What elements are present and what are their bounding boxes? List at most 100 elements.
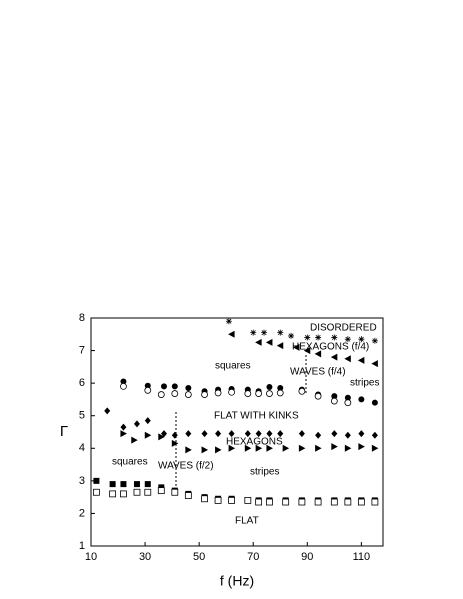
point bbox=[371, 444, 379, 452]
point bbox=[315, 334, 322, 341]
point bbox=[266, 444, 273, 452]
annotation: squares bbox=[215, 361, 251, 372]
point bbox=[171, 383, 178, 390]
point bbox=[228, 430, 235, 438]
point bbox=[358, 443, 365, 451]
point bbox=[304, 334, 311, 341]
point bbox=[344, 336, 351, 343]
point bbox=[358, 336, 365, 343]
point bbox=[315, 431, 322, 439]
point bbox=[255, 390, 263, 397]
point bbox=[201, 495, 208, 503]
point bbox=[298, 444, 306, 452]
point bbox=[228, 330, 235, 338]
y-tick-label: 1 bbox=[79, 540, 85, 552]
point bbox=[277, 329, 284, 336]
point bbox=[266, 390, 273, 397]
point bbox=[215, 430, 222, 438]
x-tick-label: 70 bbox=[247, 551, 259, 563]
annotation: stripes bbox=[350, 378, 379, 389]
point bbox=[120, 481, 127, 488]
point bbox=[255, 338, 262, 346]
point bbox=[214, 496, 222, 504]
point bbox=[282, 444, 290, 452]
point bbox=[214, 389, 222, 397]
point bbox=[282, 498, 290, 506]
point bbox=[265, 338, 273, 346]
point bbox=[120, 423, 127, 431]
point bbox=[144, 382, 151, 389]
plot-frame bbox=[90, 317, 384, 547]
point bbox=[158, 433, 165, 441]
point bbox=[228, 388, 235, 396]
point bbox=[250, 329, 257, 336]
annotation: stripes bbox=[250, 467, 279, 478]
point bbox=[133, 420, 140, 428]
point bbox=[357, 498, 365, 506]
point bbox=[255, 444, 263, 452]
point bbox=[344, 394, 351, 401]
point bbox=[344, 355, 351, 363]
y-axis-label: Γ bbox=[60, 423, 68, 440]
x-tick-label: 30 bbox=[139, 551, 151, 563]
point bbox=[104, 407, 111, 415]
point bbox=[344, 444, 352, 452]
y-tick-label: 5 bbox=[79, 410, 85, 422]
point bbox=[185, 430, 192, 438]
y-tick-label: 7 bbox=[79, 344, 85, 356]
y-tick-label: 2 bbox=[79, 507, 85, 519]
y-tick-label: 6 bbox=[79, 377, 85, 389]
point bbox=[344, 399, 352, 407]
point bbox=[225, 318, 232, 325]
point bbox=[185, 446, 192, 454]
point bbox=[303, 347, 311, 355]
annotation: WAVES (f/4) bbox=[290, 367, 346, 378]
point bbox=[358, 430, 365, 438]
point bbox=[171, 431, 178, 439]
point bbox=[344, 431, 351, 439]
x-tick-label: 90 bbox=[301, 551, 313, 563]
point bbox=[344, 498, 352, 506]
point bbox=[298, 430, 305, 438]
point bbox=[314, 392, 322, 400]
point bbox=[144, 431, 152, 439]
point bbox=[261, 329, 268, 336]
point bbox=[330, 498, 338, 506]
point bbox=[292, 343, 300, 351]
point bbox=[358, 396, 365, 403]
point bbox=[133, 488, 141, 496]
point bbox=[298, 498, 306, 506]
point bbox=[201, 391, 208, 398]
point bbox=[331, 430, 338, 438]
point bbox=[185, 385, 192, 392]
x-tick-label: 50 bbox=[193, 551, 205, 563]
point bbox=[144, 386, 152, 394]
point bbox=[120, 430, 127, 438]
point bbox=[314, 498, 322, 506]
point bbox=[144, 481, 151, 488]
point bbox=[371, 498, 379, 506]
point bbox=[331, 393, 338, 400]
y-tick-label: 4 bbox=[79, 442, 85, 454]
point bbox=[371, 431, 378, 439]
point bbox=[266, 384, 273, 391]
point bbox=[171, 488, 179, 496]
point bbox=[184, 492, 192, 499]
point bbox=[228, 444, 236, 452]
annotation: squares bbox=[112, 457, 148, 468]
point bbox=[133, 481, 140, 488]
point bbox=[93, 477, 100, 484]
point bbox=[244, 390, 252, 397]
point bbox=[330, 397, 338, 405]
point bbox=[371, 360, 378, 368]
point bbox=[161, 430, 167, 438]
point bbox=[330, 353, 338, 361]
point bbox=[276, 389, 284, 397]
point bbox=[288, 332, 295, 339]
annotation: FLAT WITH KINKS bbox=[214, 411, 299, 422]
point bbox=[171, 390, 179, 397]
point bbox=[276, 342, 284, 350]
point bbox=[357, 356, 365, 364]
point bbox=[244, 430, 251, 438]
